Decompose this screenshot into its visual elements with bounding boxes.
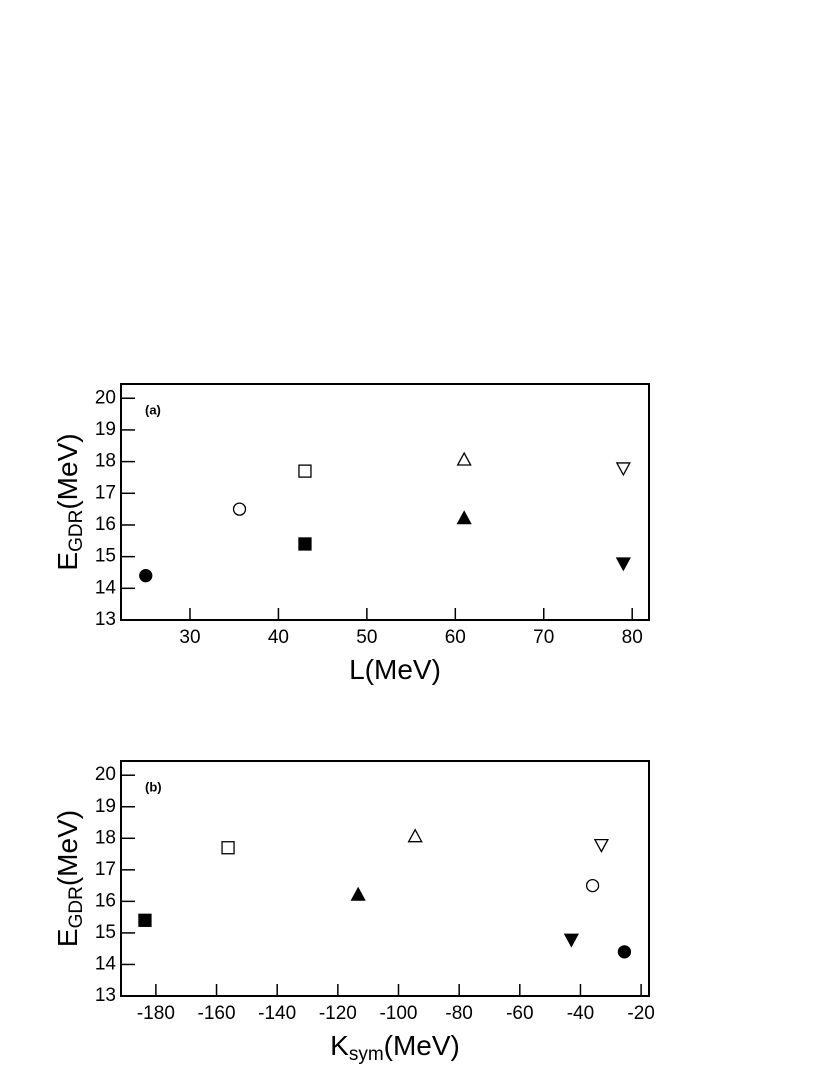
y-tick-label: 16 xyxy=(95,514,116,535)
point xyxy=(350,886,366,901)
point xyxy=(232,502,247,516)
x-tick-label: -120 xyxy=(319,1003,357,1024)
y-tick-label: 16 xyxy=(95,890,116,911)
point xyxy=(585,878,600,893)
y-axis-label-part: (MeV) xyxy=(52,810,83,886)
x-tick-label: -160 xyxy=(198,1003,236,1024)
y-tick-label: 15 xyxy=(95,546,116,567)
y-axis-label: EGDR(MeV) xyxy=(52,433,87,570)
x-tick-label: -40 xyxy=(567,1003,594,1024)
panel-annotation: (a) xyxy=(145,402,161,417)
y-axis-label-part: GDR xyxy=(66,510,87,552)
x-tick-label: -140 xyxy=(258,1003,296,1024)
x-tick-label: -20 xyxy=(627,1003,654,1024)
point xyxy=(615,462,631,477)
x-tick-label: -180 xyxy=(137,1003,175,1024)
x-tick-label: -80 xyxy=(445,1003,472,1024)
y-tick-label: 13 xyxy=(95,985,116,1006)
y-tick-label: 13 xyxy=(95,609,116,630)
y-tick-label: 20 xyxy=(95,387,116,408)
plot-frame xyxy=(120,383,650,621)
plot-frame xyxy=(120,760,650,997)
point xyxy=(615,557,631,572)
point xyxy=(563,933,579,948)
point xyxy=(593,838,609,853)
y-tick-label: 17 xyxy=(95,482,116,503)
x-axis-label: Ksym(MeV) xyxy=(330,1030,460,1065)
y-axis-label-part: E xyxy=(52,928,83,947)
point xyxy=(298,537,312,551)
y-tick-label: 20 xyxy=(95,764,116,785)
x-axis-label-part: K xyxy=(330,1030,349,1061)
point xyxy=(407,828,423,843)
x-axis-label: L(MeV) xyxy=(349,654,441,685)
point xyxy=(139,569,153,583)
x-tick-label: 60 xyxy=(445,627,466,648)
x-tick-label: 70 xyxy=(533,627,554,648)
panel-annotation: (b) xyxy=(145,779,162,794)
x-tick-label: 80 xyxy=(622,627,643,648)
y-tick-label: 14 xyxy=(95,953,117,974)
y-axis-label-part: GDR xyxy=(66,886,87,928)
y-axis-label-part: (MeV) xyxy=(52,433,83,509)
point xyxy=(138,913,152,927)
x-tick-label: 50 xyxy=(356,627,377,648)
point xyxy=(221,841,235,855)
point xyxy=(456,510,472,525)
x-axis-label-part: sym xyxy=(349,1044,384,1065)
y-tick-label: 14 xyxy=(95,577,117,598)
y-axis-label-part: E xyxy=(52,552,83,571)
y-tick-label: 19 xyxy=(95,419,116,440)
y-tick-label: 18 xyxy=(95,451,116,472)
x-tick-label: -60 xyxy=(506,1003,533,1024)
point xyxy=(456,451,472,466)
y-tick-label: 15 xyxy=(95,922,116,943)
x-tick-label: 30 xyxy=(179,627,200,648)
y-axis-label: EGDR(MeV) xyxy=(52,810,87,947)
point xyxy=(617,945,632,959)
y-tick-label: 19 xyxy=(95,796,116,817)
y-tick-label: 17 xyxy=(95,859,116,880)
y-tick-label: 18 xyxy=(95,827,116,848)
x-tick-label: 40 xyxy=(268,627,289,648)
x-axis-label-part: L(MeV) xyxy=(349,654,441,685)
point xyxy=(298,464,312,478)
x-axis-label-part: (MeV) xyxy=(384,1030,460,1061)
x-tick-label: -100 xyxy=(379,1003,417,1024)
